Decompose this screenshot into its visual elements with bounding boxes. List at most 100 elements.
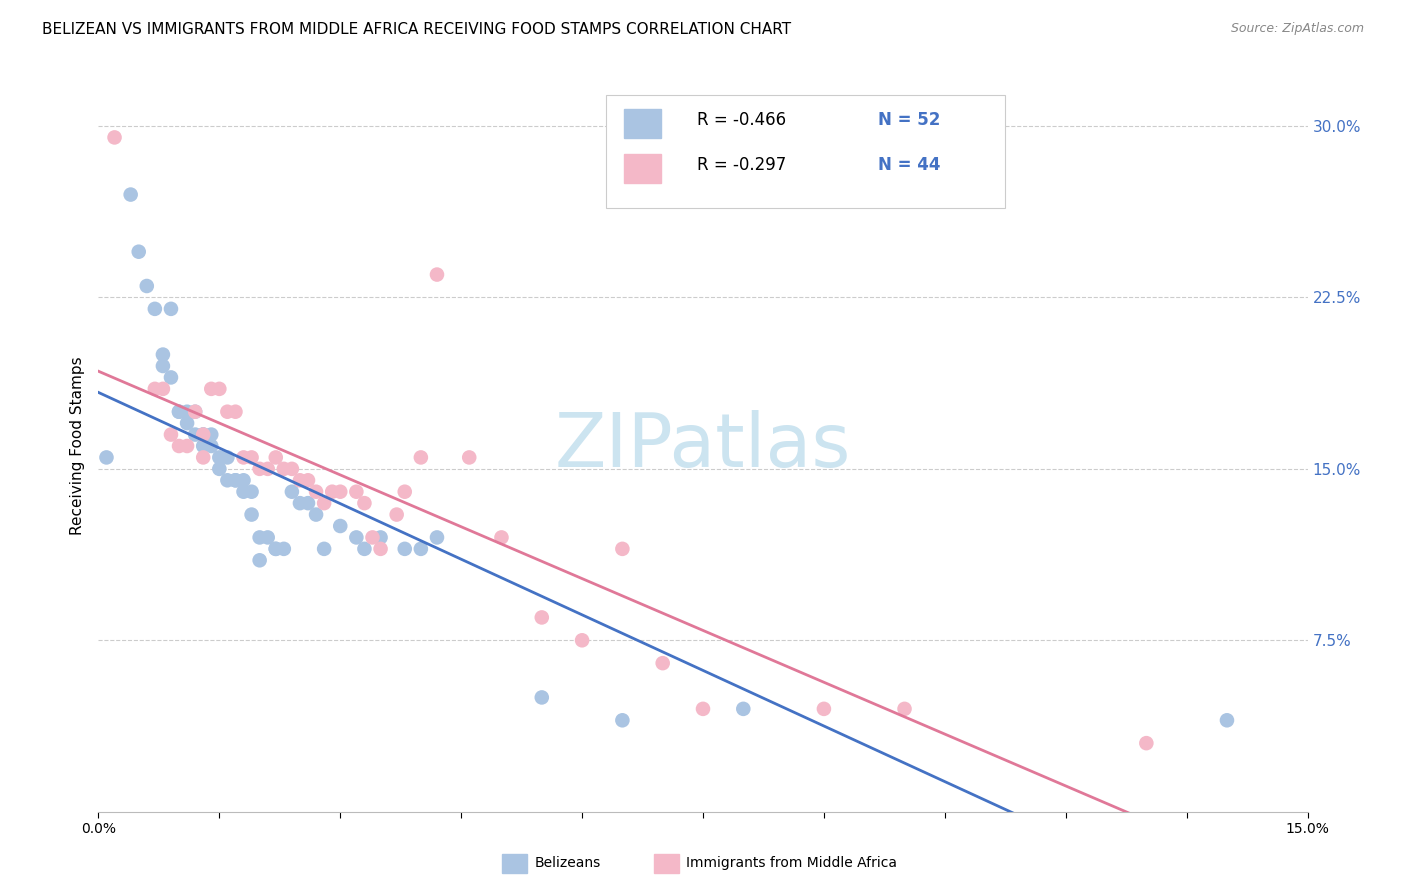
Bar: [624, 154, 661, 184]
Text: Belizeans: Belizeans: [534, 856, 600, 871]
Point: [612, 541, 634, 556]
Point: [224, 473, 246, 487]
Point: [143, 301, 166, 316]
Point: [240, 484, 263, 499]
Point: [208, 382, 231, 396]
Point: [1135, 736, 1157, 750]
Point: [385, 508, 408, 522]
Point: [426, 530, 449, 544]
Point: [344, 530, 367, 544]
Point: [176, 405, 198, 419]
Point: [321, 484, 343, 499]
Point: [103, 130, 125, 145]
Point: [152, 359, 174, 373]
Point: [224, 473, 246, 487]
Point: [217, 473, 239, 487]
Point: [249, 530, 271, 544]
Point: [160, 427, 183, 442]
Y-axis label: Receiving Food Stamps: Receiving Food Stamps: [69, 357, 84, 535]
Point: [120, 187, 142, 202]
Point: [232, 450, 254, 465]
Point: [249, 553, 271, 567]
Point: [167, 405, 190, 419]
Point: [256, 530, 278, 544]
Point: [651, 656, 673, 670]
Point: [232, 473, 254, 487]
Point: [394, 541, 416, 556]
Text: N = 52: N = 52: [879, 111, 941, 128]
Point: [193, 427, 215, 442]
Point: [224, 405, 246, 419]
Point: [160, 370, 183, 384]
Point: [128, 244, 150, 259]
Point: [530, 690, 553, 705]
Point: [273, 541, 295, 556]
Point: [152, 347, 174, 362]
Point: [176, 439, 198, 453]
Point: [329, 519, 352, 533]
Point: [200, 427, 222, 442]
Text: N = 44: N = 44: [879, 156, 941, 174]
Point: [297, 473, 319, 487]
Point: [167, 405, 190, 419]
Point: [193, 450, 215, 465]
Point: [353, 541, 375, 556]
Point: [288, 473, 311, 487]
Point: [217, 450, 239, 465]
Point: [249, 462, 271, 476]
Point: [208, 462, 231, 476]
Point: [612, 714, 634, 728]
Point: [208, 450, 231, 465]
Point: [1216, 714, 1239, 728]
Point: [167, 439, 190, 453]
Text: Immigrants from Middle Africa: Immigrants from Middle Africa: [686, 856, 897, 871]
Point: [240, 508, 263, 522]
Point: [193, 427, 215, 442]
Point: [344, 484, 367, 499]
Point: [297, 496, 319, 510]
Point: [692, 702, 714, 716]
Point: [96, 450, 118, 465]
Point: [184, 405, 207, 419]
Point: [256, 462, 278, 476]
Point: [394, 484, 416, 499]
Point: [370, 530, 392, 544]
Point: [314, 496, 336, 510]
Point: [200, 439, 222, 453]
FancyBboxPatch shape: [606, 95, 1005, 209]
Point: [314, 541, 336, 556]
Point: [152, 382, 174, 396]
Text: R = -0.466: R = -0.466: [697, 111, 786, 128]
Point: [193, 439, 215, 453]
Point: [184, 427, 207, 442]
Point: [200, 382, 222, 396]
Point: [143, 382, 166, 396]
Text: ZIPatlas: ZIPatlas: [555, 409, 851, 483]
Text: Source: ZipAtlas.com: Source: ZipAtlas.com: [1230, 22, 1364, 36]
Point: [530, 610, 553, 624]
Point: [491, 530, 513, 544]
Point: [288, 496, 311, 510]
Point: [458, 450, 481, 465]
Point: [160, 301, 183, 316]
Point: [571, 633, 593, 648]
Point: [281, 462, 304, 476]
Point: [135, 279, 157, 293]
Text: R = -0.297: R = -0.297: [697, 156, 786, 174]
Bar: [624, 109, 661, 138]
Point: [217, 405, 239, 419]
Text: BELIZEAN VS IMMIGRANTS FROM MIDDLE AFRICA RECEIVING FOOD STAMPS CORRELATION CHAR: BELIZEAN VS IMMIGRANTS FROM MIDDLE AFRIC…: [42, 22, 792, 37]
Point: [240, 450, 263, 465]
Point: [893, 702, 915, 716]
Point: [426, 268, 449, 282]
Point: [813, 702, 835, 716]
Point: [281, 484, 304, 499]
Point: [193, 427, 215, 442]
Point: [273, 462, 295, 476]
Point: [353, 496, 375, 510]
Point: [264, 541, 287, 556]
Point: [409, 450, 432, 465]
Point: [305, 484, 328, 499]
Point: [264, 450, 287, 465]
Point: [305, 508, 328, 522]
